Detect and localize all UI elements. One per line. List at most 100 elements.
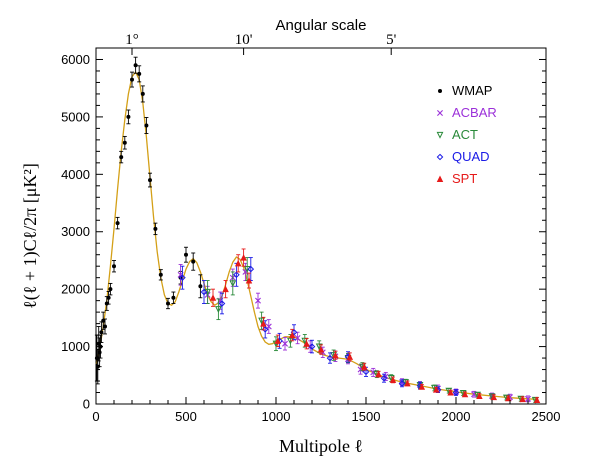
spt-series [209, 248, 541, 403]
wmap-point [184, 252, 188, 257]
spt-point [461, 390, 469, 398]
spt-point [418, 383, 426, 390]
spt-point [234, 259, 242, 267]
quad-point [362, 368, 370, 376]
wmap-point [126, 114, 131, 119]
quad-point [308, 343, 316, 350]
wmap-point [108, 287, 113, 292]
spt-point [504, 394, 512, 402]
spt-point [432, 386, 440, 393]
wmap-point [133, 63, 138, 68]
spt-point [447, 389, 454, 396]
acbar-point [255, 297, 261, 304]
wmap-point [99, 330, 104, 335]
x-axis-title: Multipole ℓ [279, 436, 363, 456]
act-point [258, 317, 266, 325]
legend-label-act: ACT [452, 127, 478, 142]
y-tick-label: 2000 [61, 282, 90, 297]
wmap-point [122, 140, 127, 145]
acbar-point-stroke [525, 395, 531, 402]
legend-marker-spt [436, 175, 444, 183]
legend-label-acbar: ACBAR [452, 105, 497, 120]
y-tick-label: 4000 [61, 167, 90, 182]
legend: WMAP ACBAR ACT QUAD SPT [436, 83, 497, 186]
plot-frame [95, 47, 547, 405]
y-tick-label: 6000 [61, 52, 90, 67]
wmap-series [94, 56, 203, 385]
legend-label-wmap: WMAP [452, 83, 492, 98]
spt-point [404, 379, 411, 387]
x-tick-label: 1500 [352, 409, 381, 424]
wmap-point [106, 295, 111, 300]
x-tick-label: 500 [175, 409, 197, 424]
spt-point [375, 370, 382, 378]
axes-layer: 0 500 1000 1500 2000 2500 0 1000 2000 3000 4000 500… [61, 32, 560, 424]
wmap-point [119, 155, 124, 160]
acbar-point [282, 340, 288, 347]
wmap-point [112, 264, 116, 269]
acbar-series [177, 262, 531, 403]
x-tick-label: 2500 [532, 409, 561, 424]
wmap-point [158, 272, 163, 277]
wmap-point [115, 221, 120, 226]
quad-point [380, 374, 388, 382]
spt-point [274, 337, 282, 344]
model-curve-layer [95, 70, 538, 401]
legend-marker-acbar-stroke [437, 110, 443, 116]
spt-point [360, 363, 368, 370]
wmap-point [148, 178, 152, 183]
spt-point [288, 331, 296, 339]
spt-point [476, 392, 483, 399]
spt-point [317, 345, 325, 353]
spt-point [533, 396, 541, 403]
quad-point [247, 265, 255, 273]
spt-point [332, 351, 339, 359]
spt-point [222, 285, 229, 293]
spt-point [490, 393, 498, 401]
act-series [204, 257, 539, 404]
spt-point [303, 340, 310, 347]
quad-point [179, 274, 186, 281]
acbar-point-stroke [255, 297, 261, 304]
spt-point [389, 376, 397, 383]
wmap-point [101, 318, 106, 323]
wmap-point [191, 259, 196, 264]
wmap-point [166, 301, 170, 306]
plot-border [95, 47, 547, 405]
y-tick-label: 3000 [61, 224, 90, 239]
wmap-point [140, 91, 145, 96]
y-tick-label: 1000 [61, 339, 90, 354]
acbar-point-stroke [282, 340, 288, 347]
top-tick-label: 1° [125, 32, 139, 48]
quad-point [326, 354, 334, 362]
act-point [214, 306, 222, 313]
spt-point [245, 277, 253, 284]
wmap-point [171, 295, 176, 300]
legend-marker-quad [436, 153, 444, 161]
spt-point [346, 353, 354, 360]
y-tick-label: 5000 [61, 109, 90, 124]
wmap-point [144, 123, 149, 128]
top-axis-title: Angular scale [276, 17, 367, 34]
top-tick-label: 5' [386, 32, 397, 48]
quad-point [452, 389, 460, 396]
wmap-point [103, 324, 107, 329]
acbar-point [525, 395, 531, 402]
act-point [229, 280, 237, 288]
spt-point [519, 395, 526, 403]
wmap-point [130, 77, 134, 82]
spt-point [209, 294, 217, 301]
x-tick-label: 2000 [442, 409, 471, 424]
data-points-layer [94, 56, 541, 404]
y-tick-label: 0 [83, 397, 90, 412]
quad-series [179, 257, 460, 396]
wmap-point [97, 350, 102, 355]
legend-marker-acbar [437, 110, 443, 116]
wmap-point [198, 284, 203, 289]
x-tick-label: 1000 [262, 409, 291, 424]
legend-label-quad: QUAD [452, 149, 490, 164]
legend-marker-act [436, 131, 444, 139]
spt-point [260, 320, 267, 327]
y-axis-title: ℓ(ℓ + 1)Cℓ/2π [μK²] [20, 163, 41, 309]
quad-point [200, 288, 208, 296]
